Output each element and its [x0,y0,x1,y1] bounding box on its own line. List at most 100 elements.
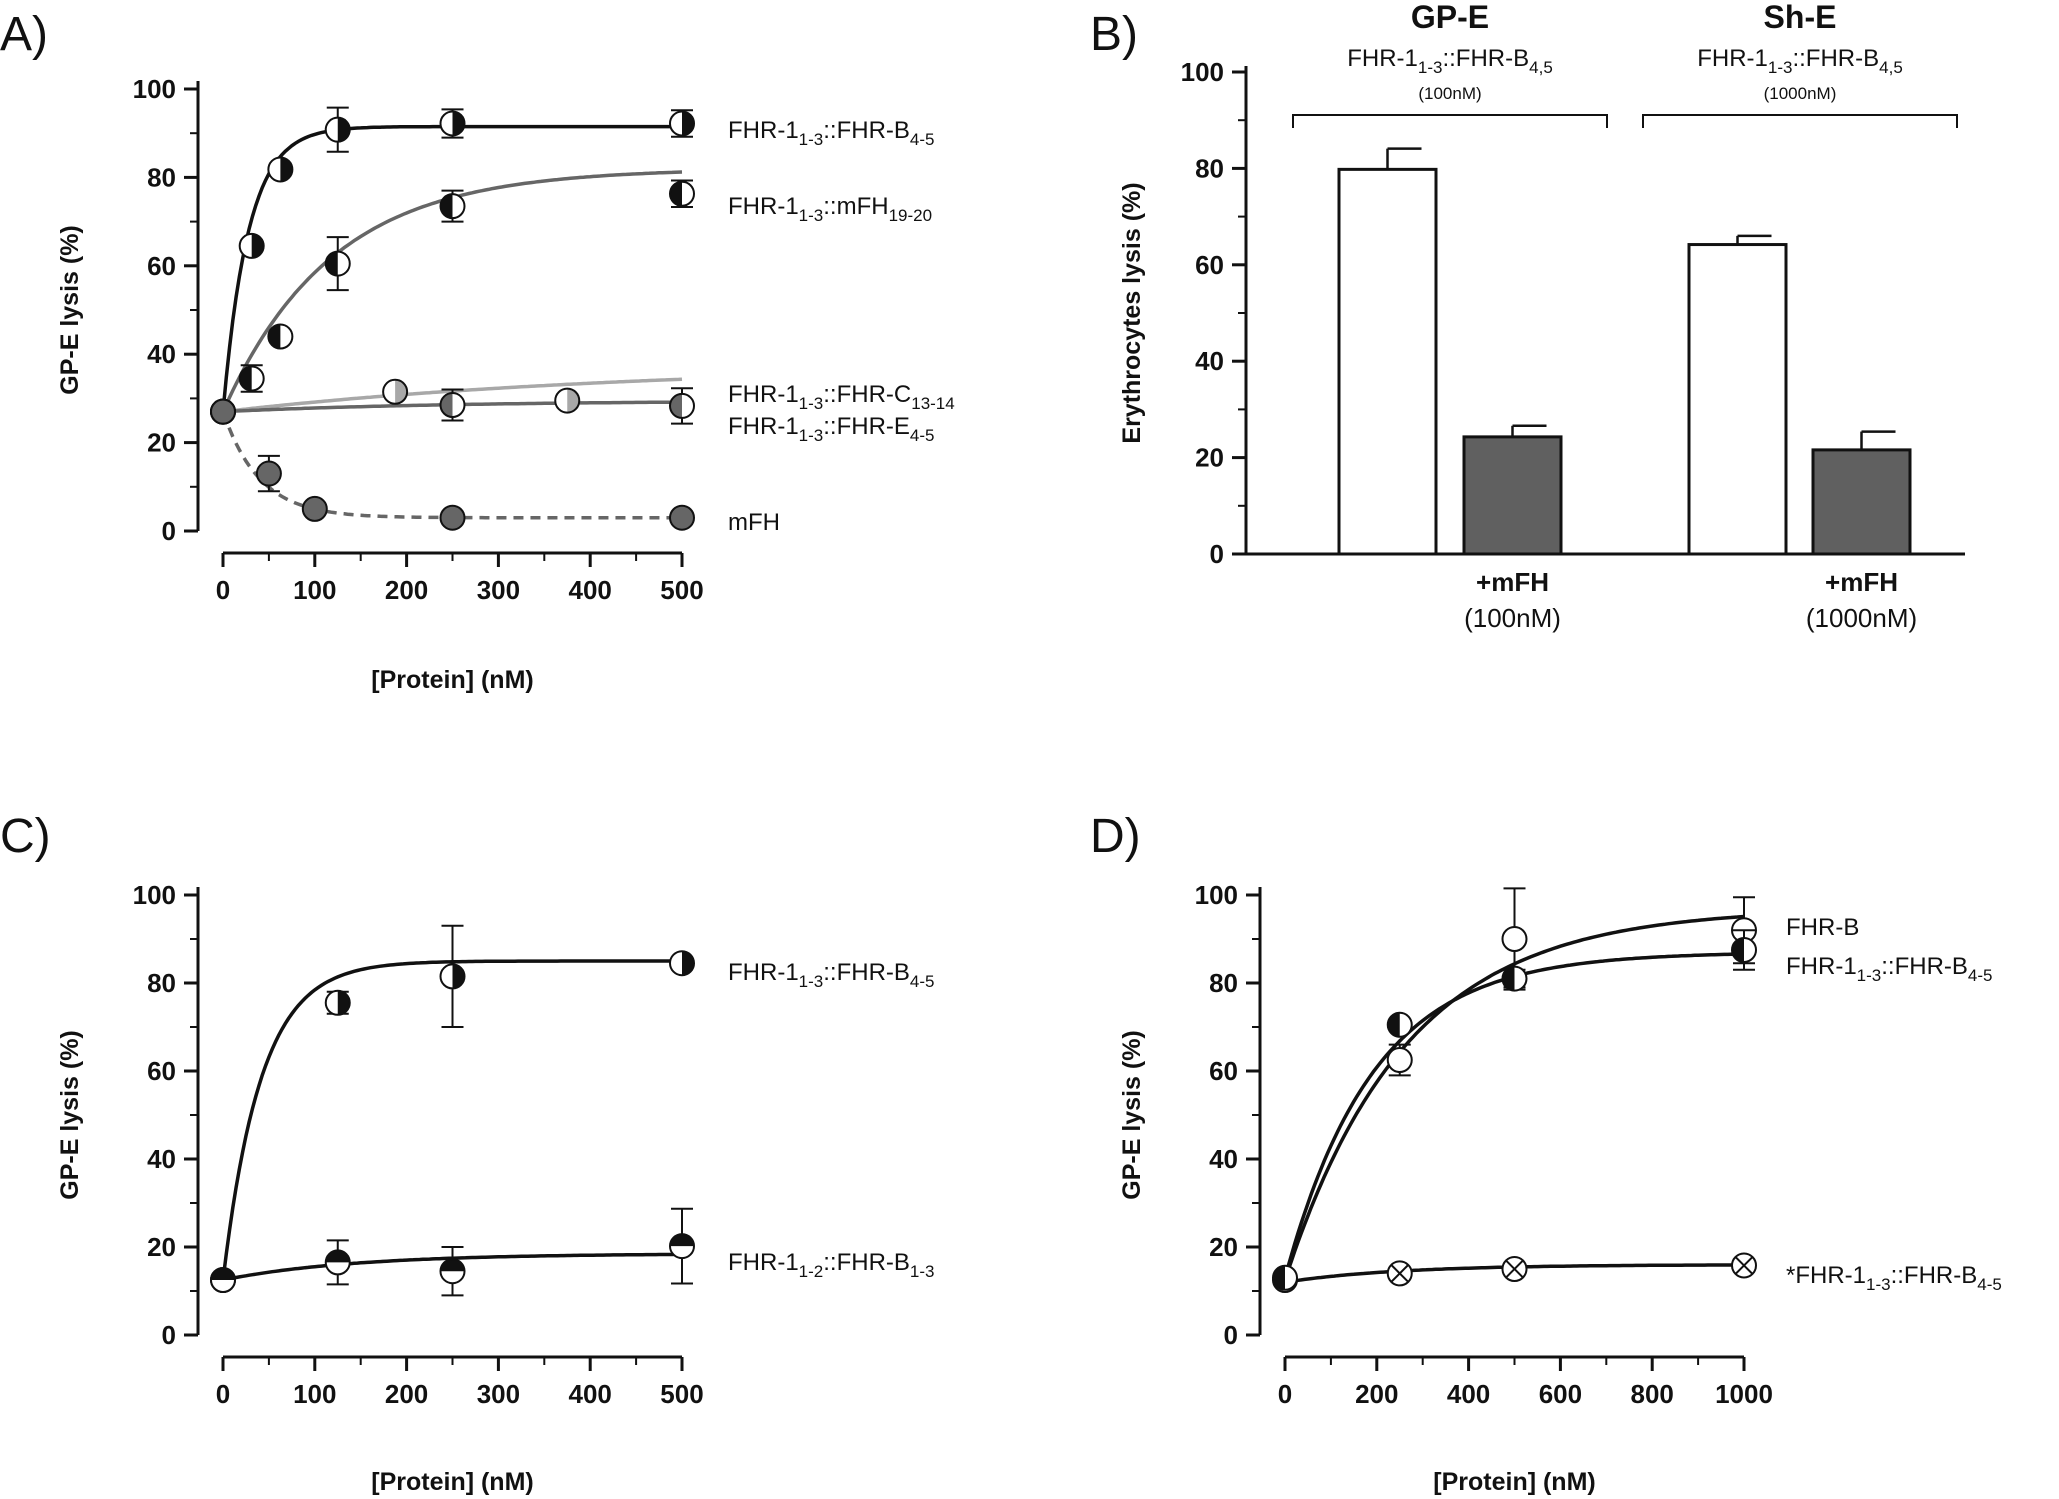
legend-label-series-1-part: 1-3 [799,206,824,225]
marker-half-fill [395,379,408,404]
legend-label-series-0-part: 4-5 [910,130,935,149]
legend-label-series-0-part: 1-3 [799,130,824,149]
data-point-series-2 [1386,1260,1413,1287]
data-point-series-4 [439,504,466,531]
data-point-series-1 [238,365,265,392]
legend-label-series-2-part: 4-5 [1977,1275,2002,1294]
marker-outline [554,387,581,414]
marker-outline [1731,1252,1757,1279]
legend-label-series-0-part: FHR-1 [728,117,799,144]
data-point-series-3 [439,392,466,419]
group-conc-1: (1000nM) [1764,84,1837,103]
y-tick-label: 80 [1209,968,1238,998]
group-title-0: GP-E [1411,0,1489,35]
x-tick-label: 400 [569,1379,612,1409]
marker-half-fill [440,1259,465,1272]
y-tick-label: 80 [1195,153,1224,183]
y-tick-label: 20 [1195,443,1224,473]
legend-label-series-0-part: 4-5 [910,972,935,991]
marker-body [255,460,282,487]
data-point-series-1 [1501,965,1528,992]
y-tick-label: 0 [162,516,176,546]
y-axis-title: GP-E lysis (%) [56,1030,84,1200]
marker-outline [669,392,695,419]
marker-outline [210,1267,236,1293]
data-point-series-1 [1272,1264,1298,1291]
group-subtitle-1-part: ::FHR-B [1792,45,1879,72]
marker-outline [1386,1047,1413,1073]
data-point-series-2 [554,387,581,414]
legend-label-series-1-part: ::FHR-B [1881,953,1968,980]
data-point-series-0 [1386,1047,1413,1073]
x-tick-label: 200 [385,575,428,605]
marker-half-fill [239,366,252,391]
data-point-series-0 [439,963,466,990]
y-tick-label: 40 [147,1144,176,1174]
legend-label-series-4: mFH [728,509,780,536]
y-tick-label: 0 [1210,539,1224,569]
panel-c: C) 0 20 40 60 80 100 0 100 200 300 400 500 GP-E lysis… [0,810,935,1496]
marker-outline [324,989,351,1016]
legend-label-series-2-part: *FHR-1 [1786,1262,1866,1289]
marker-half-fill [337,990,350,1015]
data-point-series-0 [324,989,351,1016]
y-tick-label: 80 [147,162,176,192]
group-title-1: Sh-E [1764,0,1837,35]
legend-label-series-2-part: 13-14 [911,394,954,413]
legend-label-series-1-part: FHR-1 [728,1249,799,1276]
group-bracket-1 [1642,114,1958,128]
marker-half-fill [325,251,338,276]
y-tick-label: 60 [147,251,176,281]
y-tick-label: 100 [1195,880,1238,910]
marker-outline [382,378,409,405]
legend-label-series-3-part: 4-5 [910,426,935,445]
group-subtitle-1: FHR-11-3::FHR-B4,5 [1697,45,1903,77]
marker-outline [669,950,695,977]
panel-a: A) 0 20 40 60 80 100 0 100 200 300 400 500 GP-E lysis… [0,8,955,694]
marker-half-fill [1273,1265,1285,1290]
data-point-series-0 [669,950,695,977]
marker-cross-b [1734,1256,1754,1275]
marker-half-fill [682,951,694,976]
data-point-series-1 [210,1267,236,1293]
group-conc-0: (100nM) [1418,84,1481,103]
x-tick-label: 200 [1355,1379,1398,1409]
legend-label-series-0-part: ::FHR-B [823,117,910,144]
marker-half-fill [1387,1012,1400,1037]
legend-label-series-0-part: ::FHR-B [823,959,910,986]
marker-outline [324,1249,351,1276]
panel-label: B) [1090,8,1138,61]
x-tick-label: 400 [569,575,612,605]
marker-half-fill [325,1250,350,1263]
data-point-series-4 [669,504,695,531]
y-tick-label: 0 [1224,1320,1238,1350]
legend-label-series-0-part: FHR-1 [728,959,799,986]
y-axis-title: Erythrocytes lysis (%) [1118,182,1146,443]
legend-label-series-1: FHR-11-3::mFH19-20 [728,193,932,225]
x-tick-label: 300 [477,1379,520,1409]
y-tick-label: 80 [147,968,176,998]
legend-label-series-1-part: 19-20 [889,206,932,225]
marker-half-fill [337,117,350,142]
data-point-series-1 [324,1249,351,1276]
marker-outline [439,110,466,137]
group-subtitle-0: FHR-11-3::FHR-B4,5 [1347,45,1553,77]
legend-label-series-1-part: 1-2 [799,1262,824,1281]
bar-3 [1811,448,1912,556]
x-tick-label: 800 [1631,1379,1674,1409]
add-conc-1: (1000nM) [1806,603,1917,633]
legend-label-series-1-part: ::mFH [823,193,888,220]
marker-body [210,398,236,425]
x-tick-label: 100 [293,1379,336,1409]
marker-outline [669,110,695,137]
legend-label-series-1-part: 1-3 [910,1262,935,1281]
y-tick-label: 20 [147,1232,176,1262]
legend-label-series-1: FHR-11-3::FHR-B4-5 [1786,953,1993,985]
legend-label-series-2-part: 1-3 [799,394,824,413]
y-tick-label: 40 [1209,1144,1238,1174]
panel-b: B) 0 20 40 60 80 100 Erythrocytes lysis (%) GP-E… [1090,0,1965,633]
marker-half-fill [670,181,682,206]
legend-label-series-0: FHR-11-3::FHR-B4-5 [728,959,935,991]
data-point-series-1 [439,1258,466,1285]
x-tick-label: 500 [660,1379,703,1409]
